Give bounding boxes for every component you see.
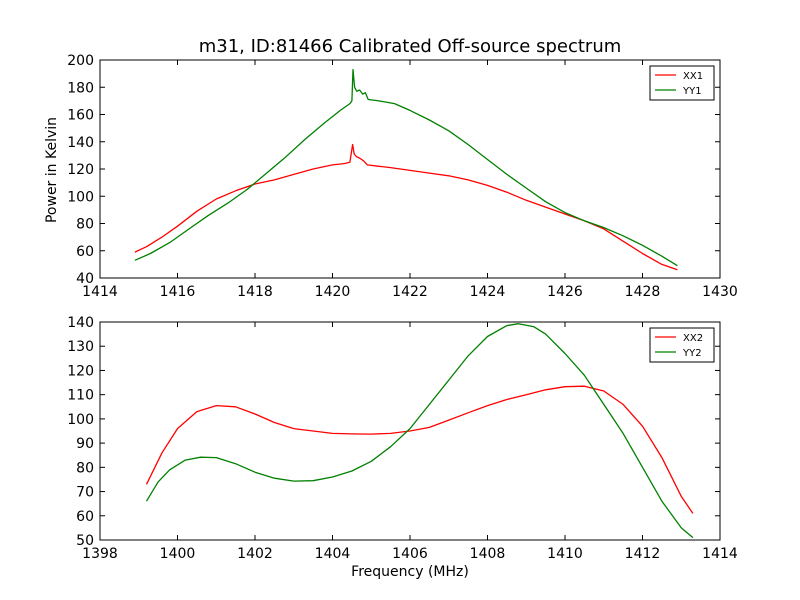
top-y-tick-label: 60 xyxy=(76,244,94,260)
top-x-tick-label: 1416 xyxy=(160,284,196,300)
figure-title: m31, ID:81466 Calibrated Off-source spec… xyxy=(199,36,622,57)
bottom-y-tick-label: 70 xyxy=(76,485,94,501)
top-legend-label-xx1: XX1 xyxy=(683,71,703,82)
bottom-legend-label-yy2: YY2 xyxy=(682,348,702,359)
top-legend-label-yy1: YY1 xyxy=(682,86,702,97)
bottom-series-line-yy2 xyxy=(145,323,694,539)
top-y-tick-label: 80 xyxy=(76,217,94,233)
top-y-tick-label: 200 xyxy=(67,53,94,69)
bottom-x-tick-label: 1408 xyxy=(470,546,506,562)
bottom-x-tick-label: 1400 xyxy=(160,546,196,562)
bottom-x-tick-label: 1402 xyxy=(237,546,273,562)
bottom-y-tick-label: 140 xyxy=(67,315,94,331)
top-x-tick-label: 1426 xyxy=(547,284,583,300)
bottom-y-tick-label: 60 xyxy=(76,509,94,525)
bottom-y-tick-label: 130 xyxy=(67,339,94,355)
bottom-legend-box xyxy=(649,327,715,363)
bottom-x-tick-label: 1410 xyxy=(547,546,583,562)
top-y-tick-label: 120 xyxy=(67,162,94,178)
top-series-line-yy1 xyxy=(134,68,678,267)
bottom-y-tick-label: 120 xyxy=(67,363,94,379)
bottom-series-line-xx2 xyxy=(145,385,694,514)
top-y-tick-label: 40 xyxy=(76,271,94,287)
top-x-tick-label: 1428 xyxy=(625,284,661,300)
top-series-line-xx1 xyxy=(134,143,678,271)
bottom-y-tick-label: 90 xyxy=(76,436,94,452)
top-y-tick-label: 100 xyxy=(67,189,94,205)
top-y-tick-label: 140 xyxy=(67,135,94,151)
bottom-plot: Frequency (MHz) 1398 1400 1402 1404 1406 1408… xyxy=(67,315,738,580)
top-legend-box xyxy=(649,65,715,101)
bottom-x-tick-label: 1398 xyxy=(82,546,118,562)
bottom-x-tick-label: 1412 xyxy=(625,546,661,562)
top-x-tick-label: 1424 xyxy=(470,284,506,300)
top-x-tick-label: 1430 xyxy=(702,284,738,300)
top-x-tick-label: 1414 xyxy=(82,284,118,300)
bottom-x-axis-label: Frequency (MHz) xyxy=(351,564,469,580)
bottom-x-tick-label: 1404 xyxy=(315,546,351,562)
top-plot: Power in Kelvin 1414 1416 1418 1420 1422 1424… xyxy=(44,53,738,300)
top-x-tick-label: 1422 xyxy=(392,284,428,300)
top-y-axis-label: Power in Kelvin xyxy=(44,117,60,223)
top-x-tick-label: 1420 xyxy=(315,284,351,300)
top-y-tick-label: 160 xyxy=(67,108,94,124)
top-y-tick-label: 180 xyxy=(67,80,94,96)
top-x-tick-label: 1418 xyxy=(237,284,273,300)
bottom-y-tick-label: 80 xyxy=(76,460,94,476)
bottom-legend-label-xx2: XX2 xyxy=(683,333,703,344)
bottom-y-tick-label: 50 xyxy=(76,533,94,549)
bottom-y-tick-label: 110 xyxy=(67,388,94,404)
bottom-x-tick-label: 1406 xyxy=(392,546,428,562)
bottom-y-tick-label: 100 xyxy=(67,412,94,428)
bottom-x-tick-label: 1414 xyxy=(702,546,738,562)
